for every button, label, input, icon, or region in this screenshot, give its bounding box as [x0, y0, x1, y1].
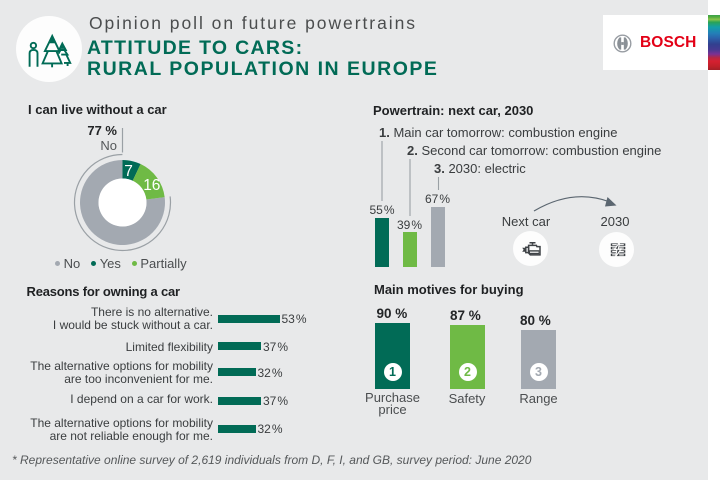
svg-text:16: 16	[143, 177, 160, 194]
svg-text:7: 7	[124, 163, 133, 180]
